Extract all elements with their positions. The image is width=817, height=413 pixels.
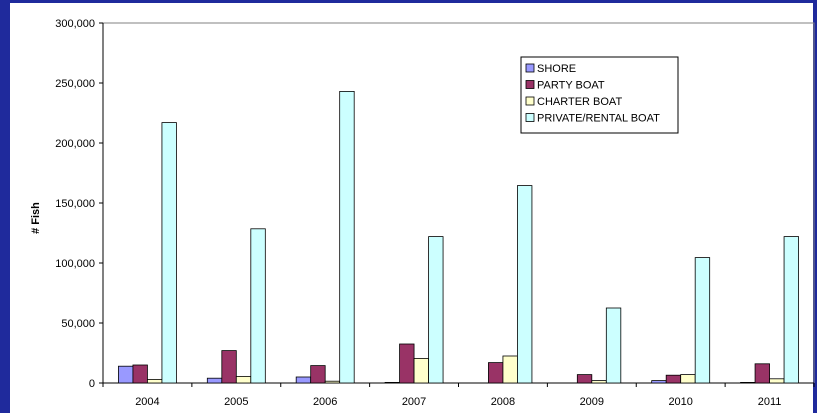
legend-label: PARTY BOAT [537, 80, 605, 92]
y-tick-label: 250,000 [55, 78, 95, 90]
frame-border-top [0, 0, 817, 3]
bar-party-boat-2004 [132, 364, 148, 384]
bar-private-rental-boat-2006 [339, 91, 355, 384]
bar-shore-2007 [384, 381, 400, 384]
x-tick-label: 2011 [758, 396, 782, 408]
bar-private-rental-boat-2011 [783, 236, 799, 384]
y-tick-label: 100,000 [55, 258, 95, 270]
bar-shore-2005 [206, 377, 223, 384]
y-tick-label: 0 [89, 378, 95, 390]
x-tick-label: 2007 [402, 396, 426, 408]
frame-border-left [0, 0, 10, 413]
legend-swatch [525, 113, 535, 122]
y-tick-label: 150,000 [55, 198, 95, 210]
bar-private-rental-boat-2010 [694, 257, 711, 384]
bar-private-rental-boat-2005 [250, 228, 266, 384]
bar-party-boat-2011 [754, 363, 770, 384]
bar-private-rental-boat-2008 [517, 185, 533, 384]
y-tick-label: 50,000 [61, 318, 95, 330]
bar-charter-boat-2004 [147, 378, 163, 384]
frame-border-right [813, 0, 817, 413]
bar-charter-boat-2008 [502, 355, 518, 384]
plot-area: 0 50,000 100,000 150,000 200,000 250,000 300,0… [55, 18, 815, 408]
legend-label: CHARTER BOAT [537, 96, 622, 108]
bar-charter-boat-2007 [413, 357, 429, 384]
legend-swatch [525, 63, 535, 73]
bar-shore-2010 [651, 380, 667, 384]
bar-party-boat-2005 [221, 350, 237, 384]
bar-charter-boat-2005 [235, 375, 252, 384]
x-tick-label: 2006 [313, 396, 337, 408]
y-tick-label: 300,000 [55, 18, 95, 30]
bar-party-boat-2007 [399, 343, 415, 384]
legend-label: SHORE [537, 63, 576, 75]
legend: SHORE PARTY BOAT CHARTER BOAT PRIVATE/RENTA… [520, 56, 679, 134]
bar-charter-boat-2010 [680, 374, 696, 384]
bar-shore-2011 [740, 381, 756, 384]
bar-charter-boat-2011 [769, 378, 785, 384]
bar-party-boat-2006 [310, 365, 326, 384]
bar-shore-2006 [295, 376, 312, 384]
legend-swatch [525, 96, 535, 106]
bar-charter-boat-2009 [591, 380, 607, 384]
legend-label: PRIVATE/RENTAL BOAT [537, 113, 660, 125]
bar-private-rental-boat-2004 [161, 122, 177, 384]
legend-swatch [525, 80, 535, 89]
bar-charter-boat-2006 [324, 380, 341, 384]
x-tick-label: 2008 [491, 396, 515, 408]
y-axis-label: # Fish [30, 202, 42, 234]
x-tick-label: 2004 [135, 396, 159, 408]
x-tick-label: 2005 [224, 396, 248, 408]
bar-party-boat-2008 [488, 362, 504, 384]
x-tick-label: 2009 [580, 396, 604, 408]
bar-party-boat-2010 [665, 374, 682, 384]
y-tick-label: 200,000 [55, 138, 95, 150]
bar-private-rental-boat-2007 [428, 236, 444, 384]
bar-shore-2004 [118, 365, 134, 384]
legend-box [520, 56, 679, 134]
x-tick-label: 2010 [668, 396, 692, 408]
bar-party-boat-2009 [576, 374, 593, 384]
bar-private-rental-boat-2009 [605, 307, 622, 384]
